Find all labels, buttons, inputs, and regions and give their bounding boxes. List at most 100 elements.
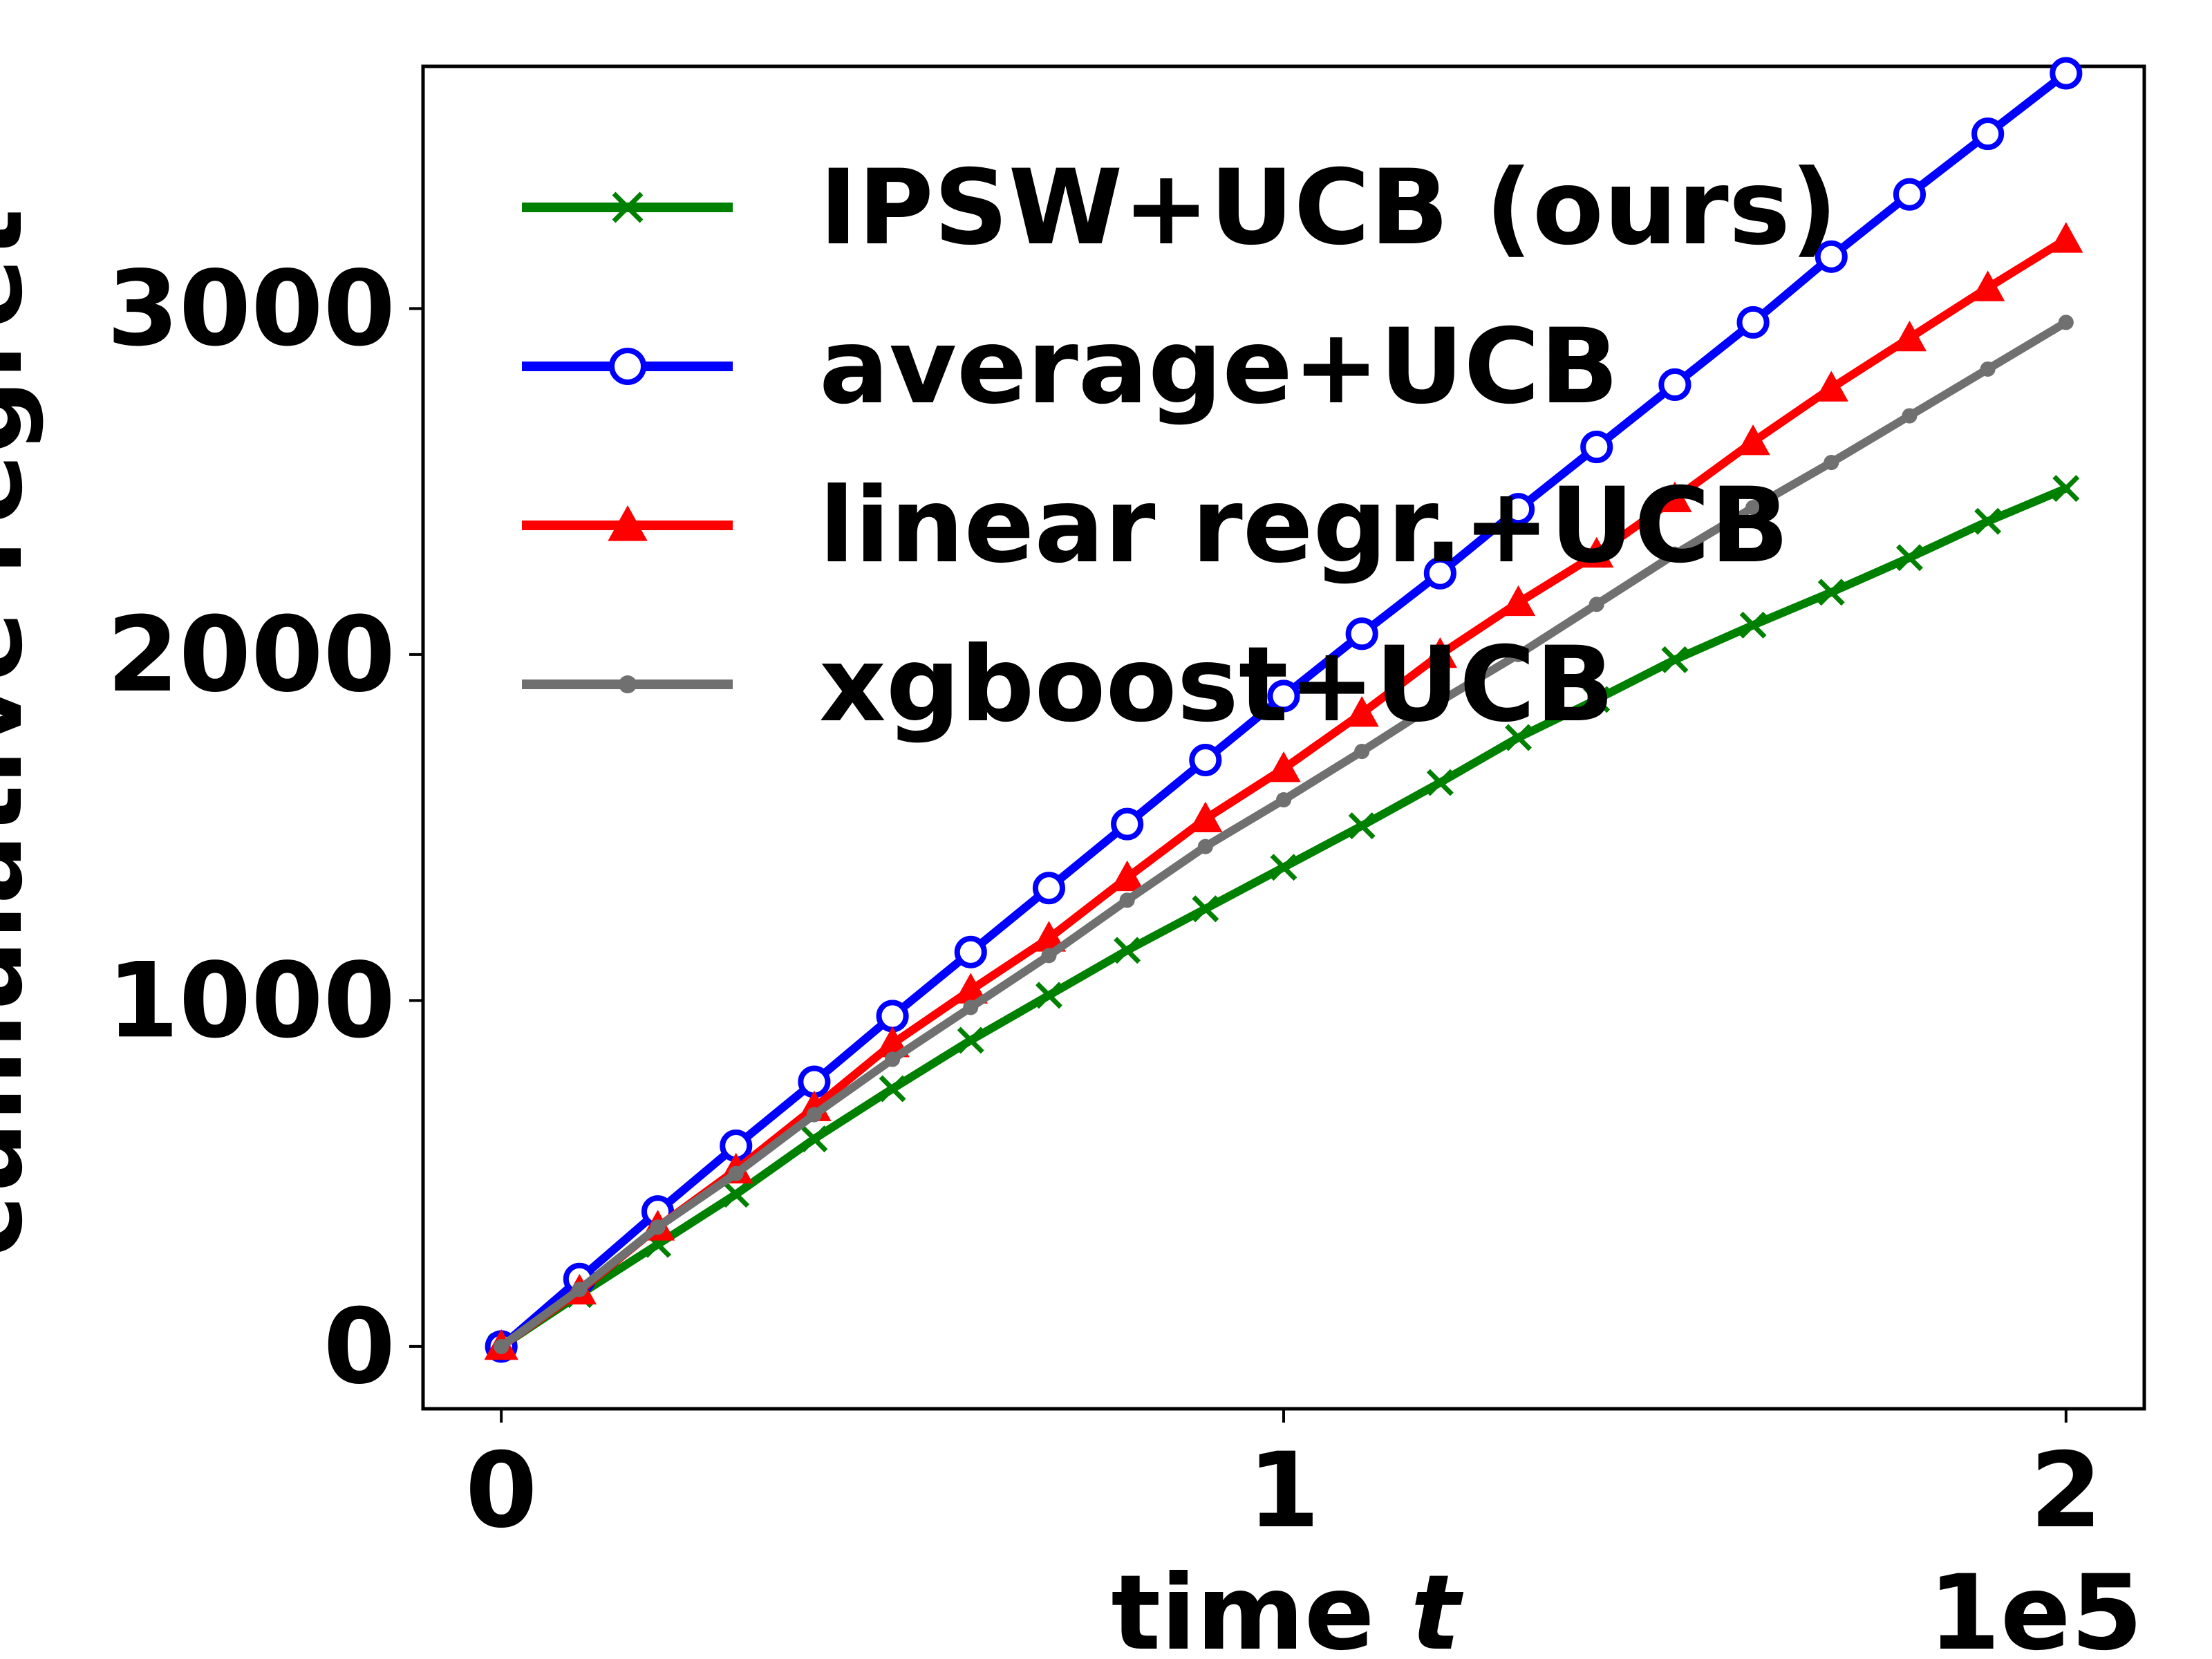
data-point	[1035, 982, 1062, 1009]
x-tick-label: 0	[465, 1431, 537, 1551]
data-point-stroke	[957, 1027, 984, 1054]
data-point	[1667, 546, 1683, 562]
x-axis: 0 1 2	[465, 1409, 2102, 1551]
data-point-stroke	[1426, 769, 1454, 796]
data-point	[1510, 646, 1526, 662]
data-point	[1119, 892, 1135, 908]
data-point	[1980, 361, 1996, 377]
data-point	[1188, 801, 1223, 832]
x-axis-label: time t	[1111, 1553, 1463, 1659]
series-0	[487, 475, 2080, 1360]
legend: IPSW+UCB (ours) average+UCB linear regr.+U…	[522, 148, 1838, 745]
legend-swatch-marker-stroke	[612, 191, 644, 223]
data-point-stroke	[1114, 937, 1141, 964]
legend-item: IPSW+UCB (ours)	[522, 148, 1838, 268]
data-point	[650, 1219, 666, 1235]
y-tick-label: 0	[324, 1287, 395, 1407]
data-point-stroke	[1661, 646, 1689, 673]
data-point	[1501, 493, 1535, 526]
data-point	[1974, 507, 2002, 535]
data-point	[1736, 424, 1770, 456]
data-point	[1745, 500, 1761, 516]
data-point	[1423, 637, 1458, 668]
data-point	[1267, 679, 1300, 713]
y-axis-label: cumulative regret	[0, 209, 46, 1257]
data-point	[1041, 948, 1057, 964]
series-3	[494, 315, 2074, 1354]
y-tick-label: 3000	[107, 249, 395, 369]
data-point	[1588, 597, 1604, 612]
data-point-stroke	[1270, 854, 1297, 881]
data-point	[1501, 585, 1536, 617]
data-point	[2050, 57, 2083, 90]
data-point-stroke	[722, 1181, 750, 1208]
data-point	[876, 1000, 909, 1033]
data-point-stroke	[800, 1125, 828, 1153]
data-point	[806, 1107, 822, 1123]
data-point	[1432, 693, 1448, 709]
legend-swatch-marker	[612, 191, 644, 223]
data-point	[1815, 240, 1848, 273]
data-point	[1902, 408, 1918, 424]
data-point	[1266, 751, 1301, 782]
y-axis: 0 1000 2000 3000	[107, 249, 423, 1407]
data-point	[1270, 854, 1297, 881]
x-tick-label: 2	[2030, 1431, 2102, 1551]
legend-swatch-marker	[619, 675, 637, 693]
data-point	[2052, 475, 2080, 503]
data-point	[885, 1051, 901, 1067]
data-point	[1895, 544, 1923, 572]
data-point	[1344, 695, 1379, 727]
data-point	[728, 1165, 744, 1181]
data-point	[1354, 743, 1370, 760]
x-axis-label-text: time	[1111, 1553, 1374, 1659]
x-tick-label: 1	[1248, 1431, 1320, 1551]
legend-swatch-marker	[609, 348, 646, 385]
data-point	[1114, 937, 1141, 964]
legend-item: xgboost+UCB	[522, 625, 1615, 745]
data-point-stroke	[1895, 544, 1923, 572]
plot-area	[484, 57, 2083, 1363]
data-point	[1892, 320, 1927, 352]
x-axis-label-variable: t	[1411, 1553, 1464, 1659]
data-point	[1658, 368, 1691, 402]
data-point	[572, 1282, 588, 1297]
data-point	[1345, 617, 1378, 650]
data-point	[1423, 556, 1456, 590]
data-point	[1824, 455, 1839, 471]
data-point	[1893, 178, 1927, 211]
data-point	[1505, 724, 1533, 751]
data-point	[954, 935, 987, 968]
data-point-stroke	[1348, 812, 1376, 840]
data-point	[1658, 481, 1692, 513]
data-point	[2058, 315, 2074, 330]
data-point	[1189, 743, 1222, 777]
data-point	[1580, 431, 1613, 464]
data-point	[1970, 270, 2005, 301]
y-tick-label: 1000	[107, 941, 395, 1061]
data-point	[1111, 807, 1144, 841]
data-point	[1580, 536, 1614, 568]
series-1	[485, 57, 2083, 1363]
data-point	[800, 1125, 828, 1153]
data-point-stroke	[1817, 579, 1845, 606]
legend-label: linear regr.+UCB	[819, 466, 1789, 586]
x-axis-offset-label: 1e5	[1929, 1553, 2143, 1659]
legend-item: average+UCB	[522, 307, 1619, 427]
data-point	[1032, 872, 1066, 905]
series-2	[484, 222, 2083, 1360]
data-point	[1275, 792, 1292, 808]
legend-label: xgboost+UCB	[819, 625, 1615, 745]
data-point	[1736, 306, 1770, 339]
data-point-stroke	[1974, 507, 2002, 535]
data-point-stroke	[1505, 724, 1533, 751]
data-point	[1426, 769, 1454, 796]
data-point	[879, 1075, 906, 1103]
series-line	[497, 484, 2070, 1351]
legend-label: average+UCB	[819, 307, 1619, 427]
data-point-stroke	[1192, 895, 1219, 923]
data-point	[957, 1027, 984, 1054]
data-point	[1661, 646, 1689, 673]
data-point	[1197, 838, 1213, 854]
